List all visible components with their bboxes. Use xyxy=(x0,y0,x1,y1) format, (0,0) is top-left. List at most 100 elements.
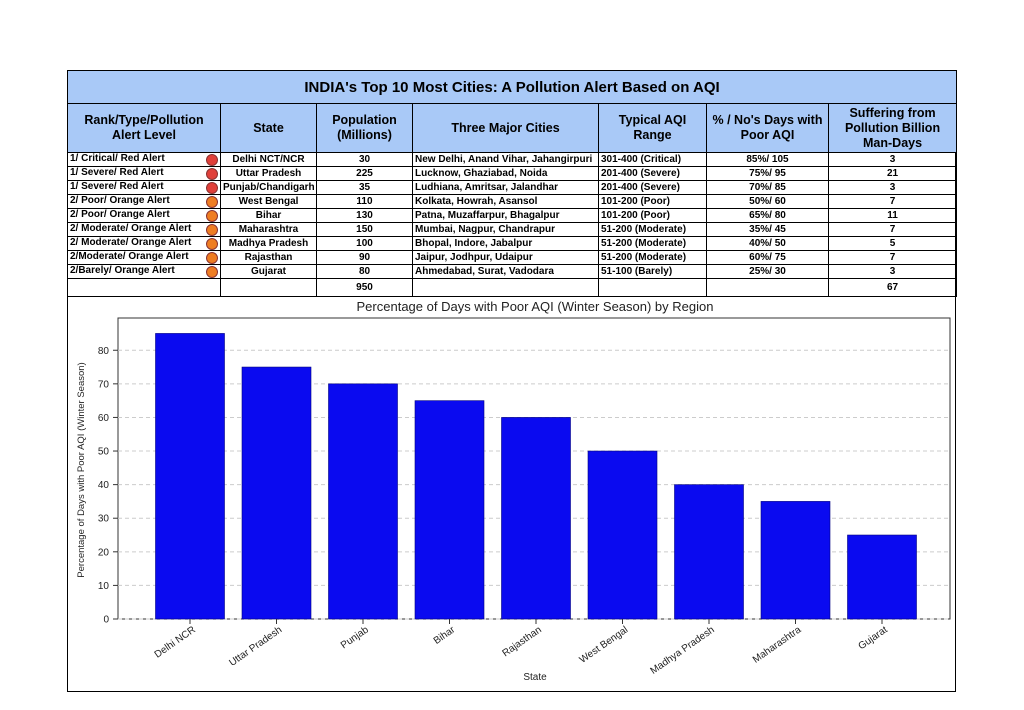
total-population: 950 xyxy=(316,278,413,297)
column-header: Typical AQI Range xyxy=(598,103,707,153)
cell: 65%/ 80 xyxy=(706,208,829,223)
table-row: 2/ Poor/ Orange Alert West Bengal 110 Kolka… xyxy=(67,194,958,209)
cell-text: 2/Moderate/ Orange Alert xyxy=(70,251,189,263)
y-tick-label: 0 xyxy=(103,615,109,626)
x-tick-label: Madhya Pradesh xyxy=(648,624,716,676)
cell-text: 1/ Critical/ Red Alert xyxy=(70,153,165,165)
y-tick-label: 60 xyxy=(98,413,110,424)
x-tick-label: Punjab xyxy=(339,624,371,651)
cell: 100 xyxy=(316,236,413,251)
cell: 70%/ 85 xyxy=(706,180,829,195)
y-tick-label: 50 xyxy=(98,447,110,458)
cell: 7 xyxy=(827,222,958,237)
cell: Delhi NCT/NCR xyxy=(220,152,317,167)
cell: Gujarat xyxy=(220,264,317,279)
alert-dot xyxy=(206,224,218,236)
alert-dot xyxy=(206,168,218,180)
cell: 75%/ 95 xyxy=(706,166,829,181)
cell: 150 xyxy=(316,222,413,237)
cell: Rajasthan xyxy=(220,250,317,265)
x-tick-label: Delhi NCR xyxy=(153,624,198,660)
bar xyxy=(847,534,917,620)
table-title: INDIA's Top 10 Most Cities: A Pollution … xyxy=(66,70,958,104)
cell-text: 2/ Poor/ Orange Alert xyxy=(70,209,170,221)
cell-text: 2/ Poor/ Orange Alert xyxy=(70,195,170,207)
bar xyxy=(155,333,225,620)
cell: 11 xyxy=(827,208,958,223)
bar xyxy=(328,383,398,620)
cell: 101-200 (Poor) xyxy=(598,208,707,223)
column-header: Rank/Type/Pollution Alert Level xyxy=(67,103,221,153)
table-row: 1/ Severe/ Red Alert Punjab/Chandigarh 35 L… xyxy=(67,180,958,195)
y-tick-label: 40 xyxy=(98,480,110,491)
x-tick-label: Gujarat xyxy=(857,624,890,652)
cell: 3 xyxy=(827,180,958,195)
cell: 5 xyxy=(827,236,958,251)
cell: 2/ Moderate/ Orange Alert xyxy=(67,236,221,251)
alert-dot xyxy=(206,210,218,222)
alert-table: INDIA's Top 10 Most Cities: A Pollution … xyxy=(66,70,958,297)
table-row: 1/ Severe/ Red Alert Uttar Pradesh 225 Luck… xyxy=(67,166,958,181)
y-tick-label: 20 xyxy=(98,547,110,558)
cell: Ludhiana, Amritsar, Jalandhar xyxy=(412,180,599,195)
cell: 51-200 (Moderate) xyxy=(598,250,707,265)
cell: Bihar xyxy=(220,208,317,223)
cell: 40%/ 50 xyxy=(706,236,829,251)
cell: Patna, Muzaffarpur, Bhagalpur xyxy=(412,208,599,223)
cell: 2/ Poor/ Orange Alert xyxy=(67,194,221,209)
cell: 35 xyxy=(316,180,413,195)
cell: Ahmedabad, Surat, Vadodara xyxy=(412,264,599,279)
cell: Jaipur, Jodhpur, Udaipur xyxy=(412,250,599,265)
table-row: 1/ Critical/ Red Alert Delhi NCT/NCR 30 New… xyxy=(67,152,958,167)
cell: 25%/ 30 xyxy=(706,264,829,279)
cell-text: 2/ Moderate/ Orange Alert xyxy=(70,237,192,249)
cell: West Bengal xyxy=(220,194,317,209)
cell: 3 xyxy=(827,264,958,279)
cell: 130 xyxy=(316,208,413,223)
y-axis-label: Percentage of Days with Poor AQI (Winter… xyxy=(76,362,87,577)
column-header: Population (Millions) xyxy=(316,103,413,153)
chart: Percentage of Days with Poor AQI (Winter… xyxy=(76,299,951,683)
x-tick-label: Bihar xyxy=(432,624,458,647)
bar xyxy=(241,366,312,620)
cell: 3 xyxy=(827,152,958,167)
cell: 110 xyxy=(316,194,413,209)
column-header: Suffering from Pollution Billion Man-Day… xyxy=(827,103,958,153)
cell: 201-400 (Severe) xyxy=(598,166,707,181)
cell: New Delhi, Anand Vihar, Jahangirpuri xyxy=(412,152,599,167)
cell: 301-400 (Critical) xyxy=(598,152,707,167)
table-row: 2/Barely/ Orange Alert Gujarat 80 Ahmedabad… xyxy=(67,264,958,279)
cell: 51-200 (Moderate) xyxy=(598,222,707,237)
cell: 85%/ 105 xyxy=(706,152,829,167)
x-axis-label: State xyxy=(523,672,547,683)
alert-dot xyxy=(206,182,218,194)
cell: 225 xyxy=(316,166,413,181)
cell: 1/ Severe/ Red Alert xyxy=(67,166,221,181)
bar xyxy=(414,400,485,620)
x-tick-label: Uttar Pradesh xyxy=(227,624,284,668)
cell: Kolkata, Howrah, Asansol xyxy=(412,194,599,209)
alert-dot xyxy=(206,266,218,278)
cell: Punjab/Chandigarh xyxy=(220,180,317,195)
cell: Lucknow, Ghaziabad, Noida xyxy=(412,166,599,181)
cell-text: 2/ Moderate/ Orange Alert xyxy=(70,223,192,235)
y-tick-label: 30 xyxy=(98,514,110,525)
cell: 51-200 (Moderate) xyxy=(598,236,707,251)
y-tick-label: 80 xyxy=(98,346,110,357)
chart-title: Percentage of Days with Poor AQI (Winter… xyxy=(357,299,714,314)
cell: 90 xyxy=(316,250,413,265)
cell: 2/Moderate/ Orange Alert xyxy=(67,250,221,265)
cell: Madhya Pradesh xyxy=(220,236,317,251)
cell: 35%/ 45 xyxy=(706,222,829,237)
cell: Bhopal, Indore, Jabalpur xyxy=(412,236,599,251)
table-row: 2/ Poor/ Orange Alert Bihar 130 Patna, Muza… xyxy=(67,208,958,223)
cell-text: 2/Barely/ Orange Alert xyxy=(70,265,175,277)
total-row: 950 67 xyxy=(67,278,958,297)
bar xyxy=(760,501,831,620)
cell: Mumbai, Nagpur, Chandrapur xyxy=(412,222,599,237)
total-suffering: 67 xyxy=(827,278,958,297)
cell: 2/ Poor/ Orange Alert xyxy=(67,208,221,223)
cell-text: 1/ Severe/ Red Alert xyxy=(70,167,164,179)
cell: 2/Barely/ Orange Alert xyxy=(67,264,221,279)
